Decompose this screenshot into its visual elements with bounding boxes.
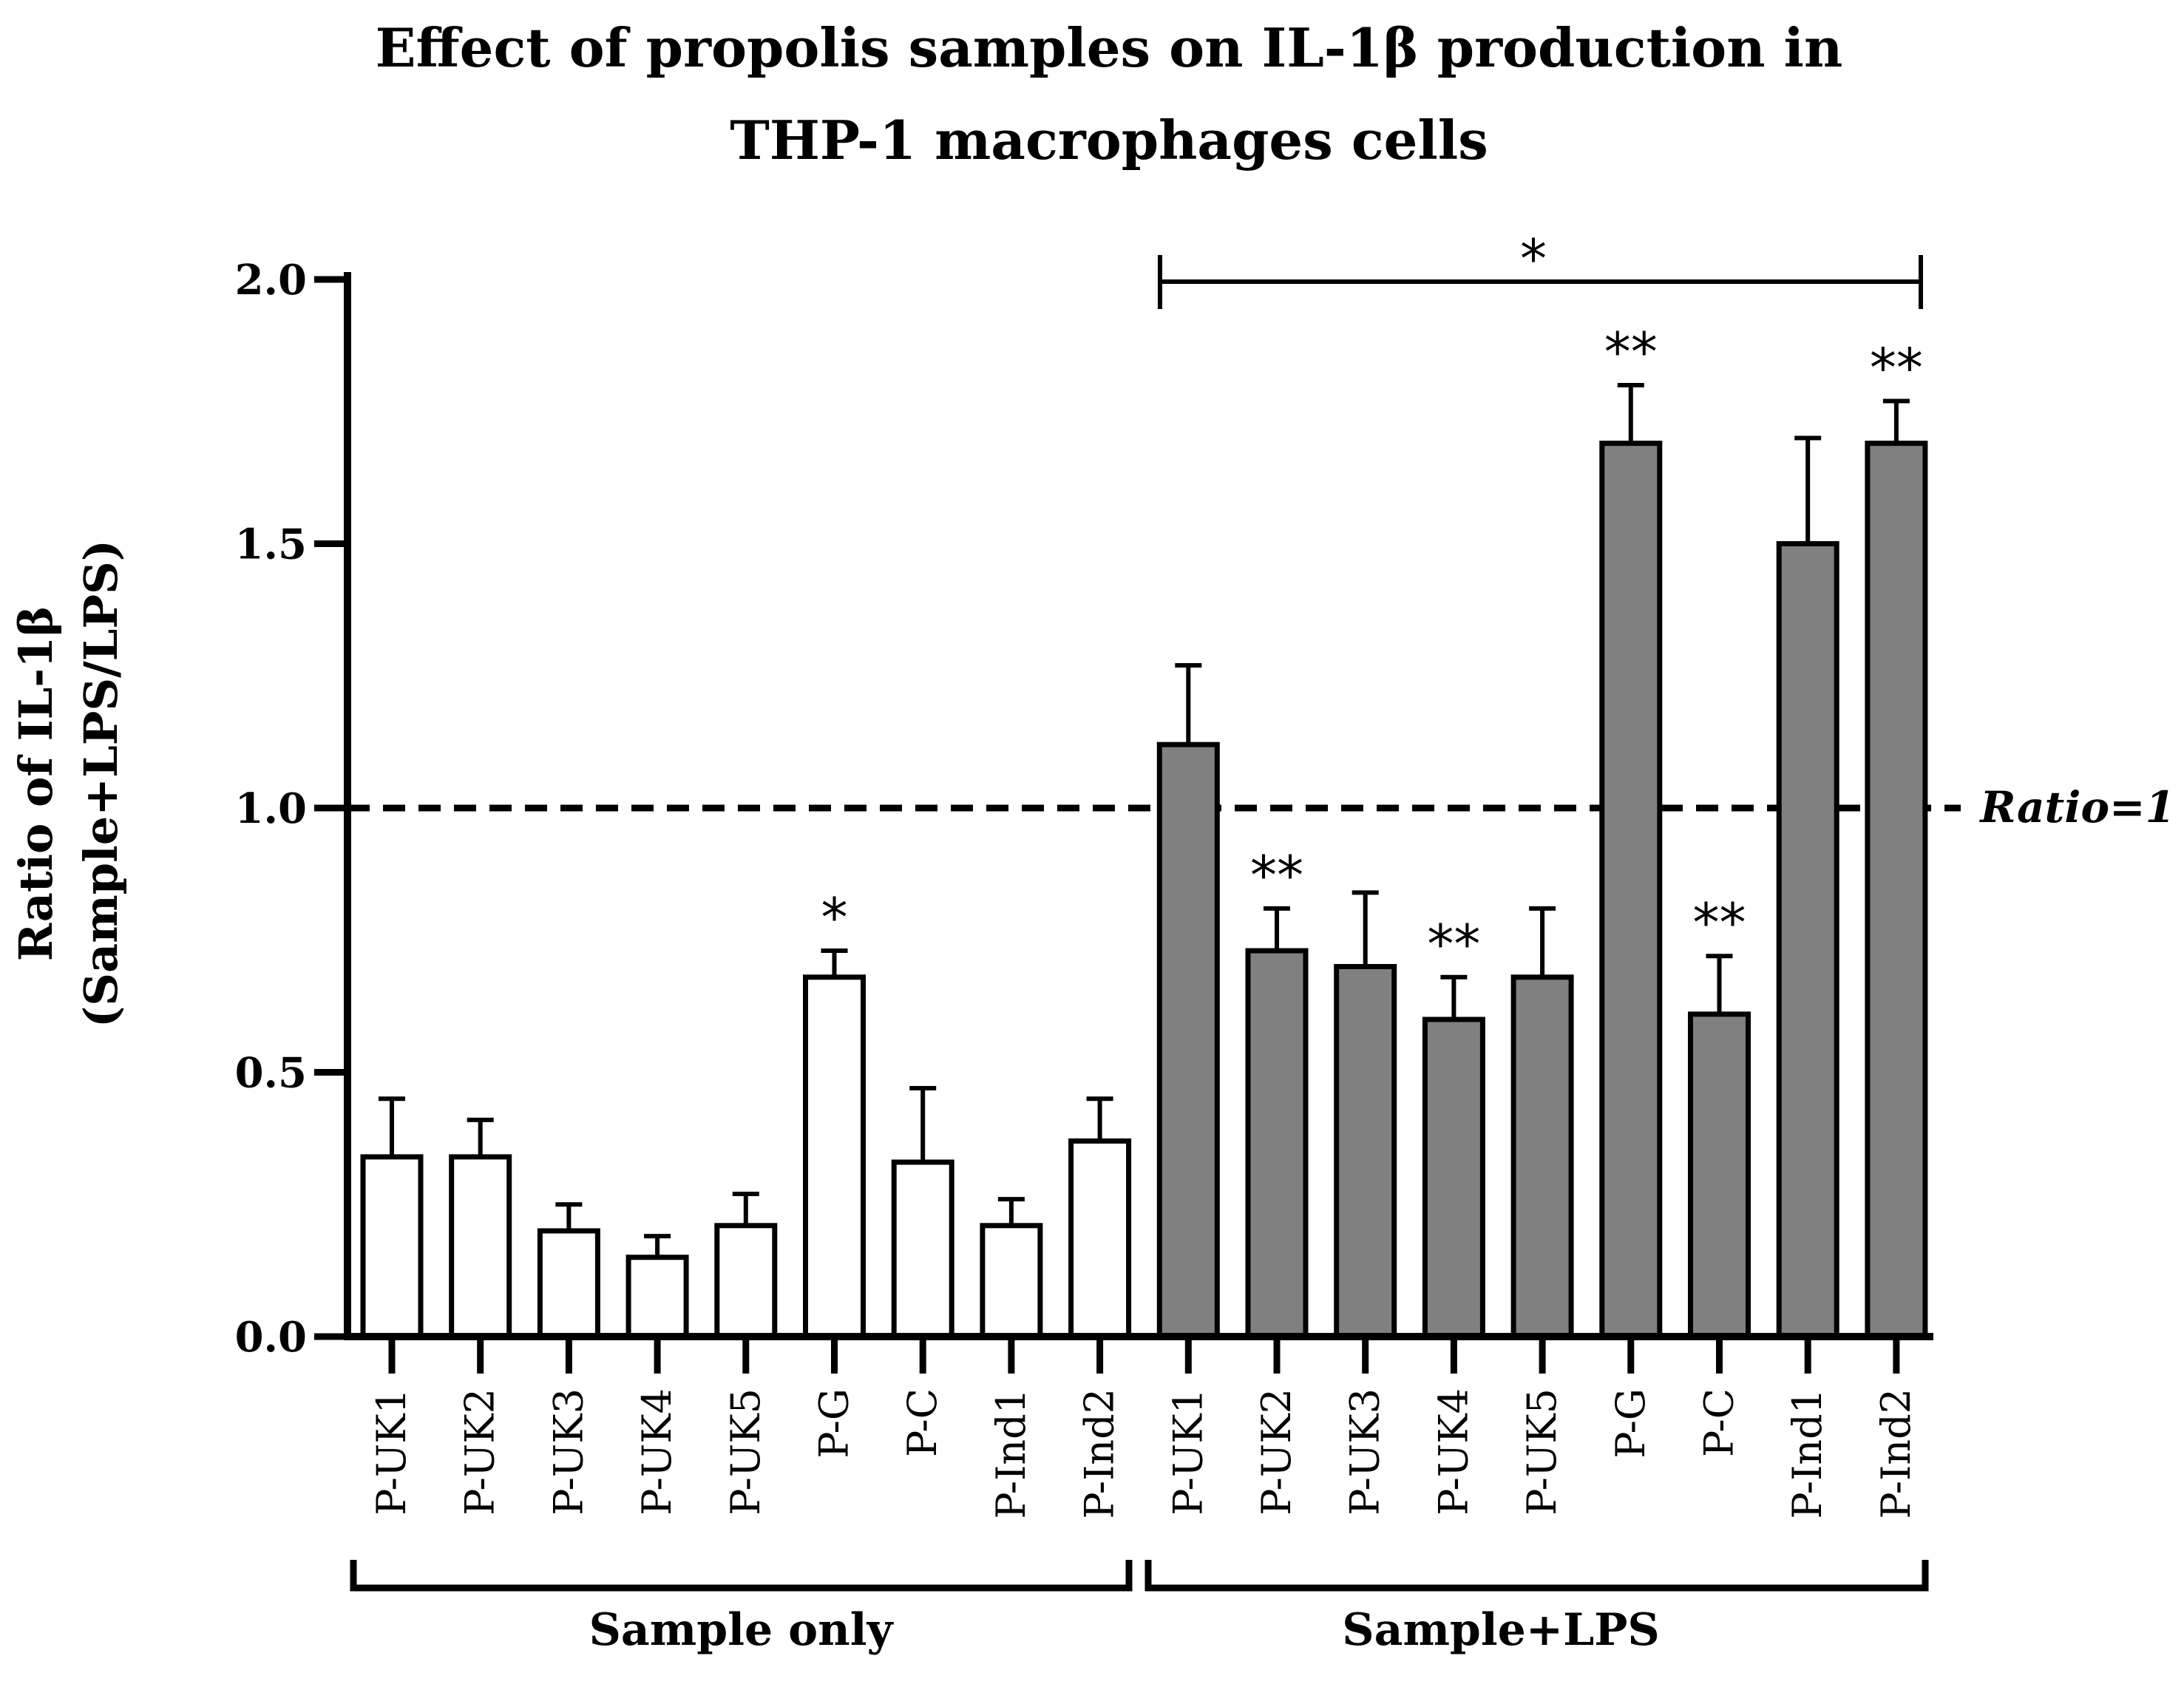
x-tick-label: P-UK1 <box>368 1388 415 1515</box>
bar <box>1865 441 1928 1340</box>
y-tick-label: 2.0 <box>235 256 307 305</box>
x-tick-label: P-C <box>1696 1388 1743 1457</box>
bar <box>360 1154 424 1340</box>
y-tick-label: 1.0 <box>235 784 307 833</box>
x-tick-label: P-UK5 <box>1519 1388 1565 1515</box>
bar <box>1422 1016 1485 1340</box>
group-label-sample-only: Sample only <box>589 1604 895 1656</box>
chart-title-line-1: Effect of propolis samples on IL-1β prod… <box>376 16 1843 79</box>
bar <box>714 1223 778 1340</box>
x-tick-label: P-G <box>811 1388 858 1459</box>
x-tick-label: P-UK2 <box>1253 1388 1300 1515</box>
x-tick-label: P-Ind1 <box>1784 1388 1831 1519</box>
bar <box>1688 1011 1751 1340</box>
group-bracket-sample-only <box>350 1560 1133 1592</box>
x-tick-label: P-UK4 <box>1430 1388 1476 1515</box>
bar <box>980 1223 1043 1340</box>
significance-marker: ** <box>1870 336 1923 398</box>
x-tick-label: P-UK2 <box>457 1388 503 1515</box>
bar <box>1245 948 1309 1340</box>
reference-line-label: Ratio=1 <box>1978 782 2175 832</box>
y-axis-label-line-1: Ratio of IL-1β <box>9 606 63 962</box>
significance-marker: ** <box>1604 321 1658 383</box>
bar <box>537 1228 600 1340</box>
significance-marker: ** <box>1250 844 1303 906</box>
y-axis-label-line-2: (Sample+LPS/LPS) <box>74 540 128 1028</box>
bar <box>1599 441 1663 1340</box>
x-tick-label: P-Ind1 <box>988 1388 1034 1519</box>
bar <box>1068 1138 1132 1340</box>
x-tick-label: P-UK4 <box>634 1388 680 1515</box>
group-bracket-sample-lps <box>1144 1560 1929 1592</box>
significance-bracket <box>1158 255 1923 309</box>
x-tick-label: P-UK1 <box>1164 1388 1211 1515</box>
significance-marker: ** <box>1693 892 1746 954</box>
bar <box>803 974 866 1340</box>
significance-marker: * <box>821 886 848 948</box>
bar <box>1156 741 1220 1340</box>
plot-area: 0.0 0.5 1.0 1.5 2.0 P-UK1 P-UK2 P-UK3 P-UK4 P-UK5… <box>235 256 1961 1519</box>
x-tick-label: P-UK3 <box>1342 1388 1388 1515</box>
bar <box>1776 541 1839 1340</box>
bar <box>891 1159 954 1340</box>
x-tick-label: P-Ind2 <box>1873 1388 1919 1519</box>
y-tick-label: 0.0 <box>235 1313 307 1362</box>
y-tick-label: 0.5 <box>235 1049 307 1098</box>
significance-bracket-label: * <box>1520 228 1547 290</box>
x-tick-label: P-UK3 <box>545 1388 591 1515</box>
y-tick-label: 1.5 <box>235 520 307 569</box>
x-tick-label: P-G <box>1607 1388 1654 1459</box>
x-tick-label: P-Ind2 <box>1076 1388 1123 1519</box>
bar <box>449 1154 512 1340</box>
bar <box>625 1255 689 1340</box>
significance-marker: ** <box>1427 913 1480 975</box>
bar <box>1334 964 1397 1340</box>
bar <box>1510 974 1574 1340</box>
x-tick-label: P-C <box>899 1388 946 1457</box>
group-label-sample-lps: Sample+LPS <box>1342 1604 1660 1656</box>
chart-title-line-2: THP-1 macrophages cells <box>730 109 1488 172</box>
x-tick-label: P-UK5 <box>722 1388 769 1515</box>
